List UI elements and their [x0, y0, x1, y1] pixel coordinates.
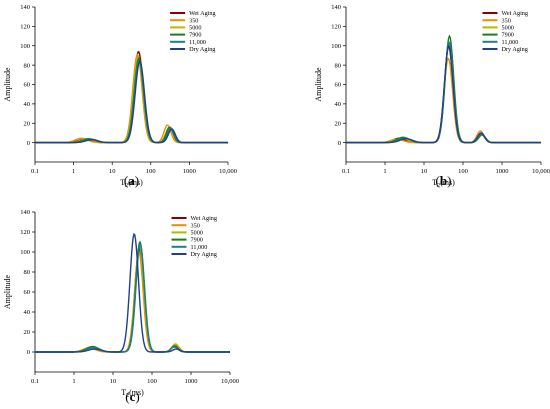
- y-axis-label: Amplitude: [314, 67, 323, 102]
- x-tick-label: 10,000: [532, 168, 550, 175]
- x-tick-label: 10: [109, 168, 116, 175]
- chart-panel-2: 0 20 40 60 80 100 120 140 0.1 1 10 100 1000 10,000 Amp…: [314, 4, 550, 189]
- x-tick-label: 100: [147, 378, 157, 385]
- legend-label: Wet Aging: [502, 10, 528, 17]
- x-axis-label: T2(ms): [121, 388, 144, 399]
- x-tick-label: 100: [458, 168, 468, 175]
- y-tick-label: 20: [24, 120, 31, 127]
- x-tick-label: 0.1: [31, 168, 39, 175]
- legend-label: 5000: [189, 25, 201, 32]
- y-tick-label: 100: [20, 249, 30, 256]
- x-tick-label: 1: [72, 378, 75, 385]
- x-tick-label: 10: [110, 378, 117, 385]
- x-tick-label: 100: [146, 168, 156, 175]
- y-tick-label: 60: [335, 82, 342, 89]
- y-tick-label: 140: [331, 4, 341, 11]
- series-line-6: [346, 44, 541, 144]
- legend-label: 7900: [191, 237, 203, 244]
- legend-label: 7900: [189, 32, 201, 39]
- x-tick-label: 1000: [183, 168, 196, 175]
- x-tick-label: 10,000: [221, 378, 239, 385]
- y-tick-label: 100: [331, 43, 341, 50]
- y-tick-label: 120: [20, 24, 30, 31]
- y-tick-label: 120: [331, 24, 341, 31]
- y-tick-label: 80: [24, 269, 31, 276]
- legend-label: 350: [502, 17, 511, 24]
- x-tick-label: 10: [421, 168, 428, 175]
- y-tick-label: 20: [335, 120, 342, 127]
- y-axis-label: Amplitude: [3, 274, 12, 309]
- x-tick-label: 0.1: [31, 378, 39, 385]
- y-tick-label: 0: [338, 140, 341, 147]
- legend-label: 5000: [191, 230, 203, 237]
- series-line-2: [35, 251, 230, 353]
- x-axis-label: T2(ms): [432, 178, 455, 189]
- y-tick-label: 20: [24, 329, 31, 336]
- legend-label: 350: [191, 222, 200, 229]
- panel-label: (a): [124, 173, 139, 188]
- y-tick-label: 40: [24, 309, 31, 316]
- legend-label: 7900: [502, 32, 514, 39]
- x-tick-label: 1: [72, 168, 75, 175]
- series-line-5: [35, 243, 230, 353]
- legend-label: Wet Aging: [191, 215, 217, 222]
- series-line-6: [35, 232, 230, 353]
- panel-label: (c): [125, 389, 139, 404]
- legend-label: Wet Aging: [189, 10, 215, 17]
- legend-label: 11,000: [191, 244, 208, 251]
- series-line-6: [35, 60, 228, 144]
- y-tick-label: 40: [24, 101, 31, 108]
- y-tick-label: 40: [335, 101, 342, 108]
- x-tick-label: 1000: [496, 168, 509, 175]
- legend-label: 11,000: [189, 39, 206, 46]
- y-tick-label: 100: [20, 43, 30, 50]
- y-tick-label: 80: [335, 62, 342, 69]
- y-tick-label: 0: [27, 140, 30, 147]
- legend-label: 350: [189, 17, 198, 24]
- legend-label: Dry Aging: [189, 46, 215, 53]
- legend-label: Dry Aging: [191, 251, 217, 258]
- y-tick-label: 80: [24, 62, 31, 69]
- y-tick-label: 140: [20, 4, 30, 11]
- chart-panel-3: 0 20 40 60 80 100 120 140 0.1 1 10 100 1000 10,000 Amp…: [3, 209, 239, 404]
- y-tick-label: 120: [20, 229, 30, 236]
- y-tick-label: 140: [20, 209, 30, 216]
- legend-label: Dry Aging: [502, 46, 528, 53]
- legend-label: 11,000: [502, 39, 519, 46]
- y-tick-label: 60: [24, 82, 31, 89]
- x-tick-label: 10,000: [219, 168, 237, 175]
- x-tick-label: 1: [383, 168, 386, 175]
- x-tick-label: 0.1: [342, 168, 350, 175]
- y-tick-label: 60: [24, 289, 31, 296]
- y-tick-label: 0: [27, 349, 30, 356]
- legend-label: 5000: [502, 25, 514, 32]
- chart-panel-1: 0 20 40 60 80 100 120 140 0.1 1 10 100 1000 10,000 Amp…: [3, 4, 237, 189]
- x-tick-label: 1000: [185, 378, 198, 385]
- panel-label: (b): [436, 173, 452, 188]
- y-axis-label: Amplitude: [3, 67, 12, 102]
- x-axis-label: T2(ms): [120, 178, 143, 189]
